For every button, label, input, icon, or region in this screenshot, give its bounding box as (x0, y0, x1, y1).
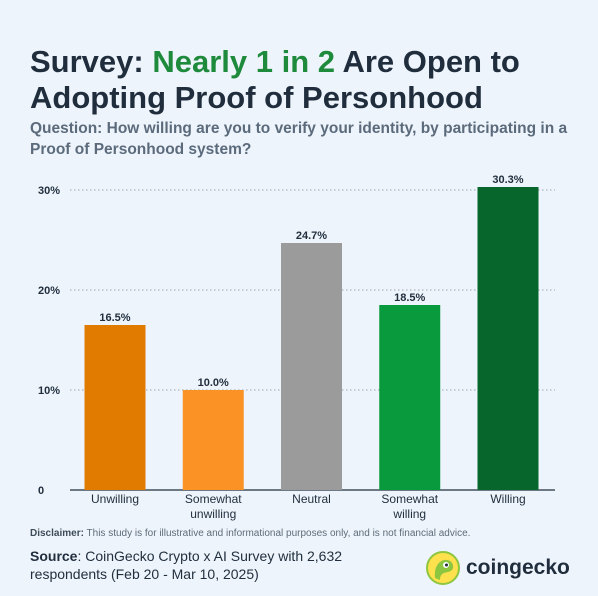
disclaimer: Disclaimer: This study is for illustrati… (30, 528, 570, 539)
bar (379, 305, 441, 490)
bar-value-label: 10.0% (198, 377, 229, 389)
source-text: : CoinGecko Crypto x AI Survey with 2,63… (30, 548, 343, 582)
bar (182, 390, 244, 490)
source-label: Source (30, 548, 78, 564)
title-prefix: Survey: (30, 44, 153, 79)
bar-value-label: 18.5% (394, 292, 425, 304)
gecko-logo-icon (426, 551, 460, 585)
y-tick-label: 30% (38, 185, 60, 197)
disclaimer-text: This study is for illustrative and infor… (83, 528, 471, 539)
bar-value-label: 16.5% (99, 312, 130, 324)
coingecko-logo: coingecko (426, 550, 570, 586)
bar (281, 243, 342, 490)
logo-wordmark: coingecko (466, 556, 570, 579)
x-tick-label: Unwilling (91, 492, 139, 506)
y-tick-label: 10% (38, 385, 60, 397)
source-note: Source: CoinGecko Crypto x AI Survey wit… (30, 547, 400, 583)
bar-chart: 0 10% 20% 30% 16.5% Unwilling 10.0% Somewhat unw… (38, 174, 555, 521)
disclaimer-label: Disclaimer: (30, 528, 84, 539)
y-tick-label: 0 (38, 485, 44, 497)
bar-value-label: 24.7% (296, 230, 327, 242)
x-tick-label: Somewhat willing (381, 492, 438, 521)
x-tick-label: Willing (490, 492, 525, 506)
bar (84, 325, 146, 490)
y-tick-label: 20% (38, 285, 60, 297)
title-suffix: Are Open to Adopting Proof of Personhood (30, 44, 520, 115)
bar-value-label: 30.3% (492, 174, 523, 186)
title-highlight: Nearly 1 in 2 (152, 44, 335, 79)
survey-question: Question: How willing are you to verify … (30, 120, 568, 158)
bar (477, 187, 539, 490)
x-tick-label: Neutral (292, 492, 331, 506)
chart-title: Survey: Nearly 1 in 2 Are Open to Adopti… (30, 44, 578, 116)
x-tick-label: Somewhat unwilling (185, 492, 242, 521)
